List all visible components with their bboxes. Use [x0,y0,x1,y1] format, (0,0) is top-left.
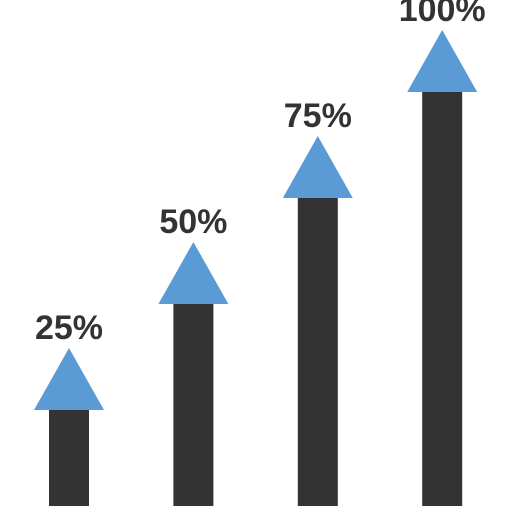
arrow-head [158,242,229,304]
bar-shaft [297,198,338,506]
value-label: 25% [35,309,103,347]
arrow-head [407,30,478,92]
arrow-head [34,348,104,410]
arrow-head [282,136,353,198]
value-label: 75% [284,97,352,135]
value-label: 50% [159,203,227,241]
bar-shaft [173,304,214,506]
bar-shaft [422,92,463,506]
bar-shaft [49,410,89,506]
value-label: 100% [399,0,486,29]
